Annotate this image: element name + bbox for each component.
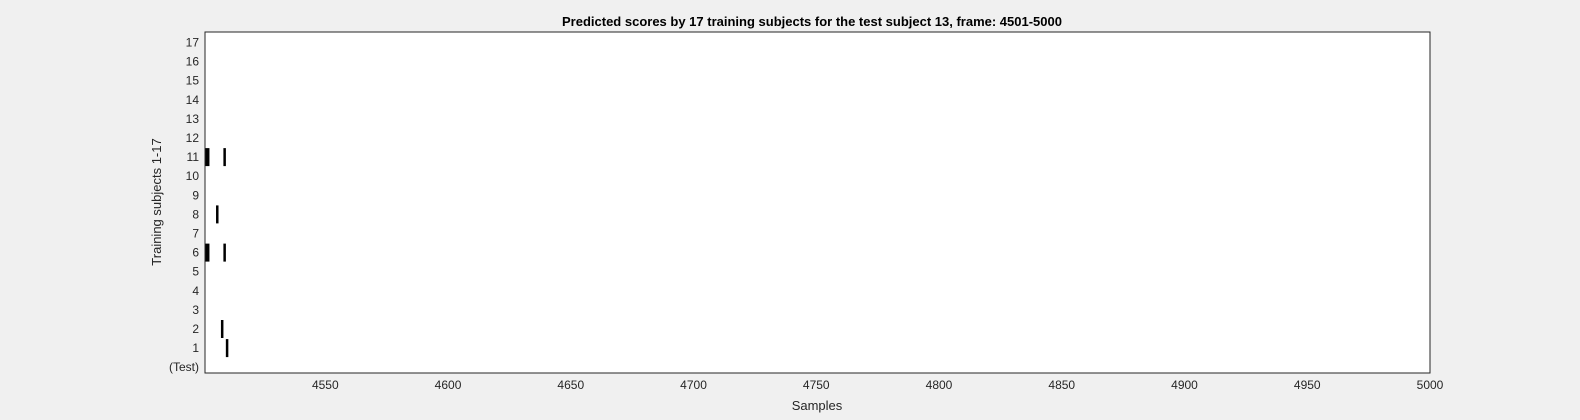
y-tick-label: 14 <box>186 93 200 107</box>
y-tick-label: 6 <box>192 246 199 260</box>
chart-title: Predicted scores by 17 training subjects… <box>562 14 1062 29</box>
y-tick-label: 11 <box>187 150 200 164</box>
x-tick-label: 4700 <box>680 378 707 392</box>
x-tick-label: 5000 <box>1417 378 1444 392</box>
x-tick-label: 4850 <box>1048 378 1075 392</box>
x-axis-label: Samples <box>792 398 843 413</box>
event-marks <box>205 148 229 358</box>
y-tick-label: 5 <box>192 265 199 279</box>
y-tick-label: 17 <box>186 36 200 50</box>
y-axis-label: Training subjects 1-17 <box>149 138 164 265</box>
y-tick-label: 2 <box>192 322 199 336</box>
y-tick-label: 15 <box>186 74 200 88</box>
x-tick-label: 4950 <box>1294 378 1321 392</box>
x-axis-ticks: 4550 4600 4650 4700 4750 4800 4850 4900 4950 5000 <box>312 378 1444 392</box>
x-tick-label: 4550 <box>312 378 339 392</box>
y-tick-label: 1 <box>192 341 199 355</box>
x-tick-label: 4900 <box>1171 378 1198 392</box>
y-tick-label: 4 <box>192 284 199 298</box>
y-tick-label: 3 <box>192 303 199 317</box>
x-tick-label: 4650 <box>557 378 584 392</box>
y-tick-label: 16 <box>186 55 200 69</box>
y-tick-label: 8 <box>192 207 199 221</box>
y-tick-label: 10 <box>186 169 200 183</box>
plot-area <box>204 31 1431 374</box>
y-tick-label: 9 <box>192 188 199 202</box>
x-tick-label: 4750 <box>803 378 830 392</box>
x-tick-label: 4600 <box>435 378 462 392</box>
y-tick-label: 13 <box>186 112 200 126</box>
y-tick-label: 7 <box>192 227 199 241</box>
x-tick-label: 4800 <box>926 378 953 392</box>
y-tick-label: 12 <box>186 131 200 145</box>
y-tick-label: (Test) <box>169 360 199 374</box>
